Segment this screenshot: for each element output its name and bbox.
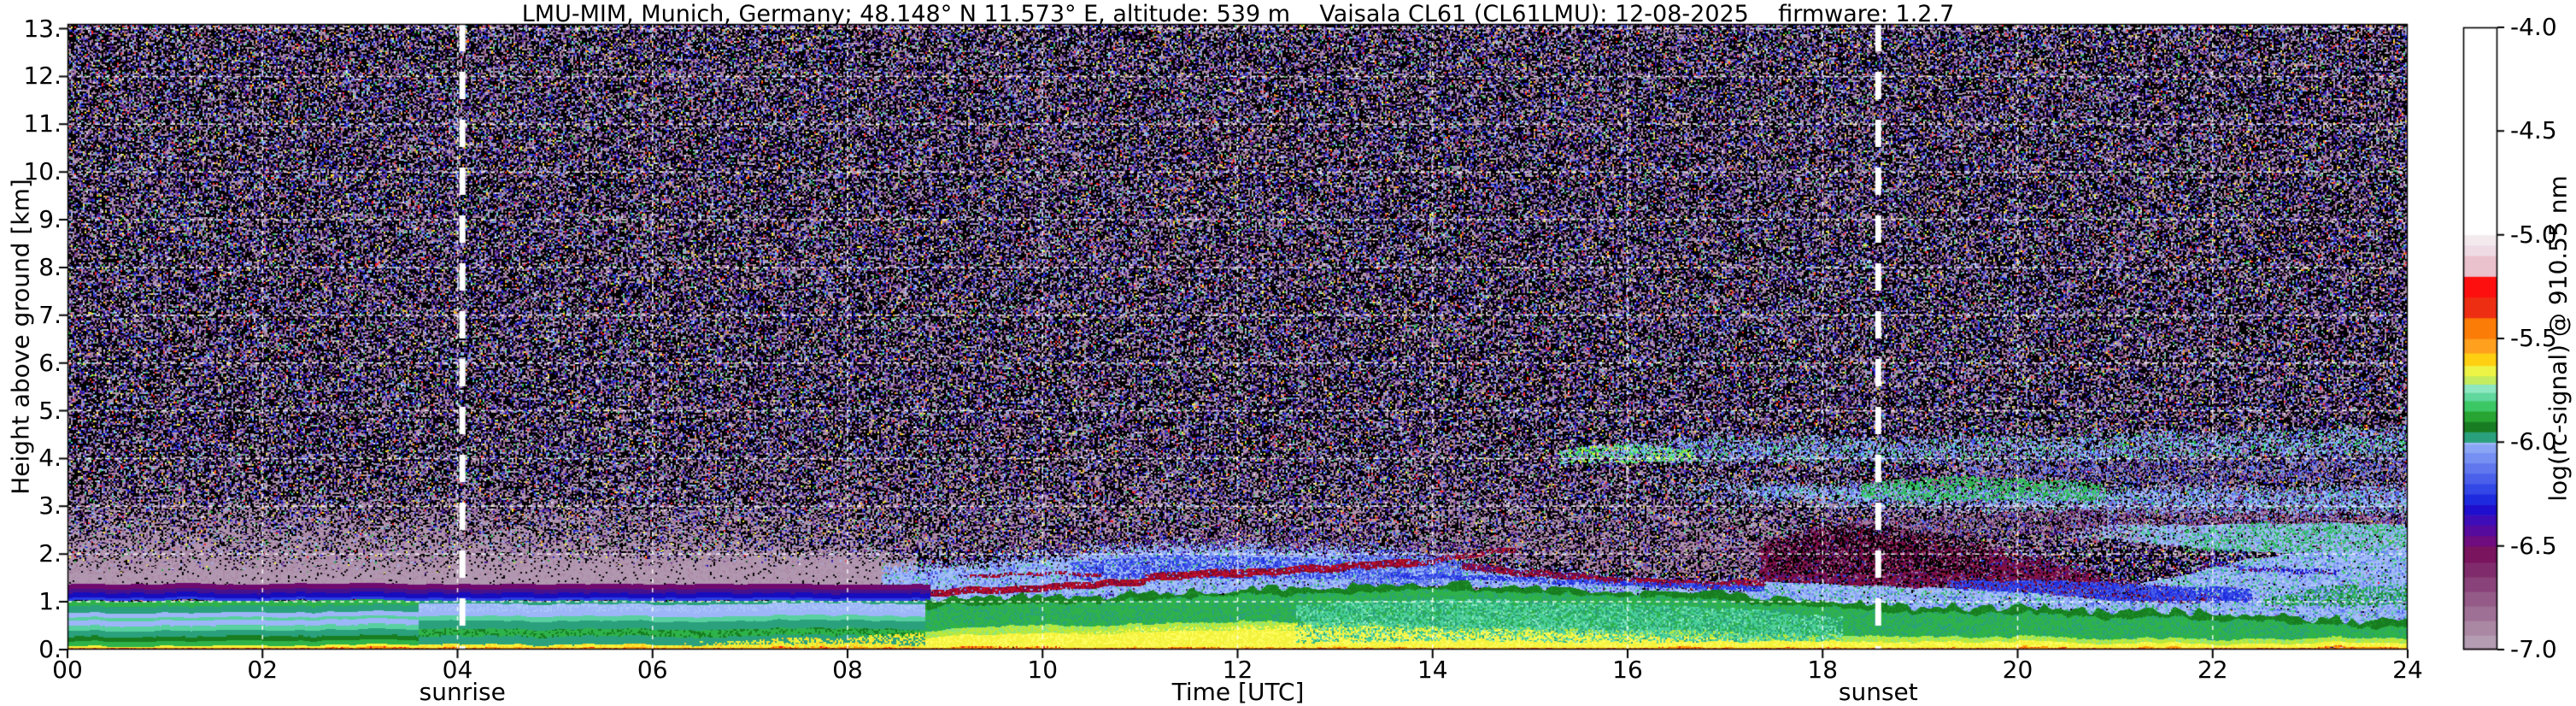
y-tick-label: 8. bbox=[38, 252, 62, 281]
x-tick-label: 12 bbox=[1222, 656, 1253, 684]
colorbar-tick-label: -7.0 bbox=[2510, 635, 2557, 663]
y-tick-label: 13. bbox=[23, 14, 62, 43]
y-tick-label: 5. bbox=[38, 396, 62, 425]
x-tick-label: 04 bbox=[442, 656, 473, 684]
y-tick-label: 6. bbox=[38, 348, 62, 377]
y-tick-label: 2. bbox=[38, 539, 62, 568]
x-tick-label: 14 bbox=[1417, 656, 1448, 684]
x-tick-label: 20 bbox=[2002, 656, 2033, 684]
y-tick-label: 3. bbox=[38, 491, 62, 521]
colorbar-tick-label: -5.5 bbox=[2510, 324, 2557, 352]
x-tick-label: 06 bbox=[637, 656, 668, 684]
y-tick-label: 7. bbox=[38, 300, 62, 329]
x-tick-label: 18 bbox=[1807, 656, 1839, 684]
y-tick-label: 4. bbox=[38, 444, 62, 473]
chart-title: LMU-MIM, Munich, Germany; 48.148° N 11.5… bbox=[521, 1, 1955, 27]
colorbar-tick-label: -6.0 bbox=[2510, 427, 2557, 456]
y-tick-label: 12. bbox=[23, 62, 62, 91]
colorbar-tick-label: -6.5 bbox=[2510, 531, 2557, 560]
x-tick-label: 22 bbox=[2197, 656, 2228, 684]
x-tick-label: 24 bbox=[2392, 656, 2423, 684]
y-tick-label: 0. bbox=[38, 635, 62, 663]
x-tick-label: 02 bbox=[247, 656, 279, 684]
y-tick-label: 10. bbox=[23, 157, 62, 186]
y-tick-label: 9. bbox=[38, 205, 62, 234]
x-tick-label: 00 bbox=[52, 656, 83, 684]
x-tick-label: 10 bbox=[1027, 656, 1059, 684]
x-tick-label: 08 bbox=[832, 656, 863, 684]
sunrise-annotation-label: sunrise bbox=[419, 678, 506, 706]
colorbar-tick-label: -4.5 bbox=[2510, 116, 2557, 145]
colorbar-tick-label: -5.0 bbox=[2510, 220, 2557, 249]
colorbar-tick-label: -4.0 bbox=[2510, 13, 2557, 41]
x-tick-label: 16 bbox=[1612, 656, 1643, 684]
sunset-annotation-label: sunset bbox=[1838, 678, 1918, 706]
y-tick-label: 1. bbox=[38, 587, 62, 616]
x-axis-label: Time [UTC] bbox=[1171, 678, 1305, 706]
y-tick-label: 11. bbox=[23, 109, 62, 138]
